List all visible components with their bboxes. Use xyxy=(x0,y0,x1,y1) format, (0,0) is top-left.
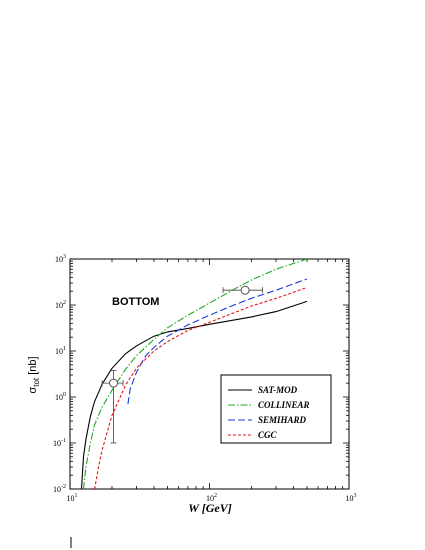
tick-marks xyxy=(69,259,349,490)
y-axis-title-unit: [nb] xyxy=(27,356,39,374)
x-tick-label: 102 xyxy=(206,493,217,503)
legend-label: SEMIHARD xyxy=(258,415,307,425)
legend-label: COLLINEAR xyxy=(258,400,310,410)
tick-labels: 101 102 103 10-2 10-1 100 101 102 103 xyxy=(53,254,357,503)
x-axis-title: W [GeV] xyxy=(188,501,231,515)
series-sat-mod-line xyxy=(80,300,308,489)
series-semihard-line xyxy=(127,278,308,405)
x-tick-label: 103 xyxy=(346,493,357,503)
y-axis-title: σtot [nb] xyxy=(27,356,41,393)
svg-text:σtot [nb]: σtot [nb] xyxy=(27,356,41,393)
data-point-1 xyxy=(101,369,124,444)
legend-label: CGC xyxy=(258,430,278,440)
y-axis-title-sub: tot xyxy=(32,377,41,387)
legend-box xyxy=(220,374,332,444)
legend: SAT-MOD COLLINEAR SEMIHARD CGC xyxy=(220,374,332,444)
series-collinear-line xyxy=(82,259,308,489)
y-tick-label: 10-1 xyxy=(53,438,66,448)
y-axis-title-main: σ xyxy=(27,387,39,394)
legend-label: SAT-MOD xyxy=(258,385,298,395)
series-cgc-line xyxy=(94,286,308,489)
y-tick-label: 101 xyxy=(55,346,66,356)
data-points xyxy=(101,285,263,444)
panel-label: BOTTOM xyxy=(112,296,159,308)
plot-frame xyxy=(69,258,350,490)
x-tick-label: 101 xyxy=(67,493,78,503)
series-curves xyxy=(80,259,308,489)
y-tick-label: 102 xyxy=(55,300,66,310)
data-point-marker xyxy=(240,285,250,295)
data-point-marker xyxy=(109,378,118,388)
y-tick-label: 103 xyxy=(55,254,66,264)
data-point-2 xyxy=(222,285,263,295)
y-tick-label: 100 xyxy=(55,392,66,402)
y-tick-label: 10-2 xyxy=(53,484,66,494)
